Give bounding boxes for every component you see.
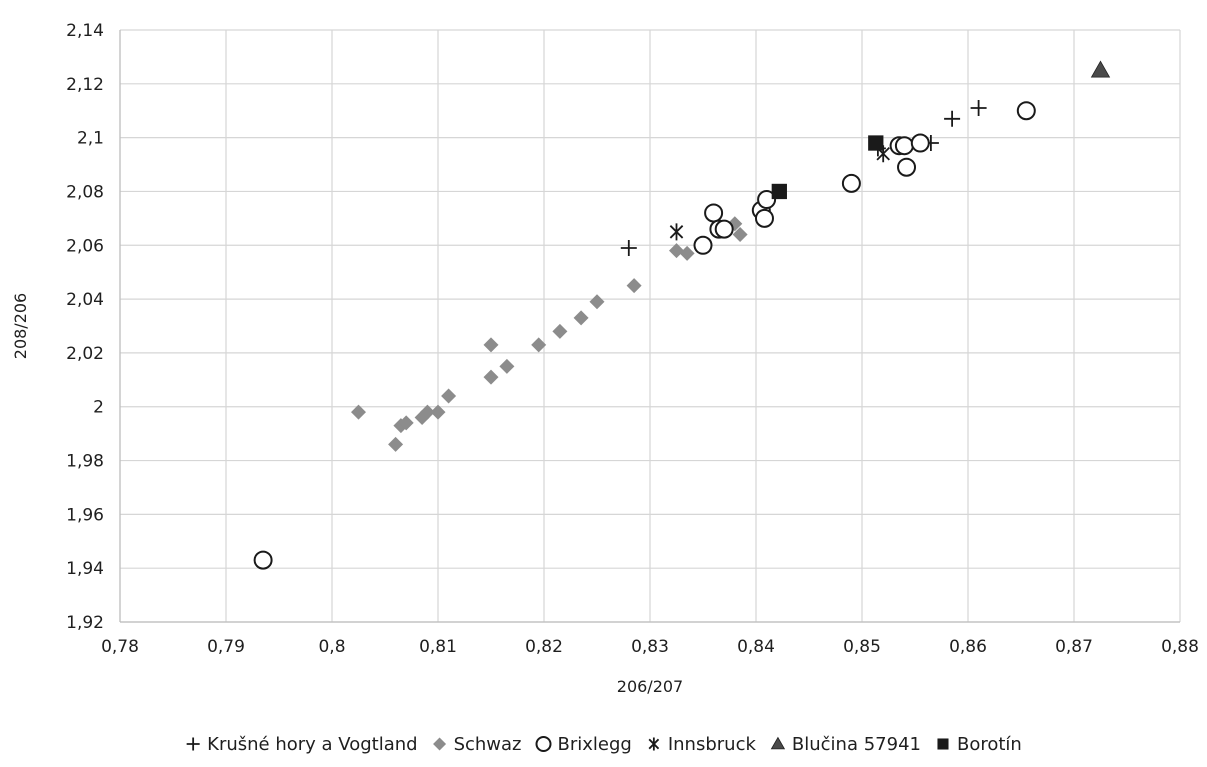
axes: 0,78 0,79 0,8 0,81 0,82 0,83 0,84 0,85 0,86 0,87 0…: [66, 21, 1199, 657]
data-point-diamond: [552, 323, 568, 339]
legend-label: Krušné hory a Vogtland: [207, 734, 417, 755]
x-tick-label: 0,83: [631, 637, 669, 657]
data-point-plus: [944, 110, 961, 127]
data-point-diamond: [669, 243, 684, 259]
y-tick-label: 2,04: [66, 290, 104, 310]
series-square: [771, 135, 884, 200]
data-point-asterisk: [669, 223, 684, 241]
legend-marker-triangle: [770, 736, 786, 750]
data-point-plus: [970, 100, 987, 117]
x-tick-label: 0,8: [318, 637, 345, 657]
x-tick-label: 0,85: [843, 637, 881, 657]
data-point-diamond: [483, 369, 499, 385]
legend-item: Schwaz: [433, 734, 522, 755]
legend-label: Schwaz: [454, 734, 522, 755]
data-point-circle: [693, 235, 713, 255]
data-point-square: [771, 183, 787, 200]
y-tick-label: 1,98: [66, 452, 104, 472]
y-tick-label: 2,06: [66, 236, 104, 256]
data-point-circle: [1016, 101, 1036, 121]
series-circle: [253, 101, 1036, 570]
y-tick-label: 2,14: [66, 21, 104, 41]
legend-marker-diamond: [433, 737, 447, 751]
x-tick-label: 0,81: [419, 637, 457, 657]
data-point-square: [868, 135, 884, 151]
x-tick-label: 0,82: [525, 637, 563, 657]
y-tick-label: 2,02: [66, 344, 104, 364]
data-point-diamond: [626, 278, 642, 294]
y-tick-label: 2: [93, 398, 104, 418]
data-point-circle: [253, 550, 273, 570]
legend-label: Innsbruck: [668, 734, 757, 755]
legend-marker-square: [937, 738, 949, 750]
legend-label: Borotín: [957, 734, 1022, 755]
grid-lines: [119, 29, 1181, 623]
data-point-diamond: [573, 310, 589, 326]
data-point-diamond: [499, 358, 515, 374]
x-axis-title: 206/207: [617, 677, 683, 696]
legend-item: Innsbruck: [648, 734, 757, 755]
x-tick-label: 0,87: [1055, 637, 1093, 657]
data-point-circle: [897, 157, 917, 177]
data-point-diamond: [430, 404, 446, 420]
data-point-circle: [841, 173, 861, 193]
data-point-diamond: [351, 404, 366, 420]
data-point-diamond: [419, 404, 435, 420]
data-point-diamond: [483, 337, 499, 353]
legend-marker-asterisk: [648, 737, 660, 751]
legend-item: Krušné hory a Vogtland: [186, 734, 418, 755]
y-tick-label: 2,12: [66, 75, 104, 95]
x-tick-label: 0,88: [1161, 637, 1199, 657]
y-tick-label: 1,94: [66, 559, 104, 579]
x-tick-label: 0,84: [737, 637, 775, 657]
series-diamond: [351, 216, 748, 452]
legend-item: Borotín: [937, 734, 1022, 755]
data-point-circle: [714, 219, 734, 239]
legend-label: Brixlegg: [558, 734, 632, 755]
data-point-diamond: [589, 294, 605, 310]
x-tick-label: 0,78: [101, 637, 139, 657]
y-tick-label: 2,1: [77, 129, 104, 149]
legend-label: Blučina 57941: [792, 734, 921, 755]
y-tick-label: 1,96: [66, 505, 104, 525]
data-point-circle: [704, 203, 724, 223]
data-point-circle: [910, 133, 930, 153]
legend-item: Blučina 57941: [770, 734, 921, 755]
data-point-circle: [894, 136, 914, 156]
data-point-diamond: [531, 337, 547, 353]
y-tick-label: 1,92: [66, 613, 104, 633]
legend: Krušné hory a Vogtland Schwaz Brixlegg Inns…: [186, 734, 1022, 755]
data-point-triangle: [1090, 60, 1111, 78]
data-point-circle: [757, 190, 777, 210]
legend-marker-circle: [535, 736, 552, 752]
x-tick-label: 0,86: [949, 637, 987, 657]
data-point-plus: [620, 239, 637, 256]
data-point-diamond: [732, 227, 748, 243]
series-triangle: [1090, 60, 1111, 78]
legend-item: Brixlegg: [535, 734, 632, 755]
data-point-circle: [754, 208, 774, 228]
y-tick-label: 2,08: [66, 182, 104, 202]
data-point-diamond: [398, 415, 414, 431]
data-points: [253, 60, 1111, 570]
data-point-diamond: [679, 245, 695, 261]
data-point-diamond: [441, 388, 457, 404]
x-tick-label: 0,79: [207, 637, 245, 657]
y-axis-title: 208/206: [11, 293, 30, 359]
data-point-diamond: [388, 436, 404, 452]
legend-marker-plus: [186, 737, 200, 751]
